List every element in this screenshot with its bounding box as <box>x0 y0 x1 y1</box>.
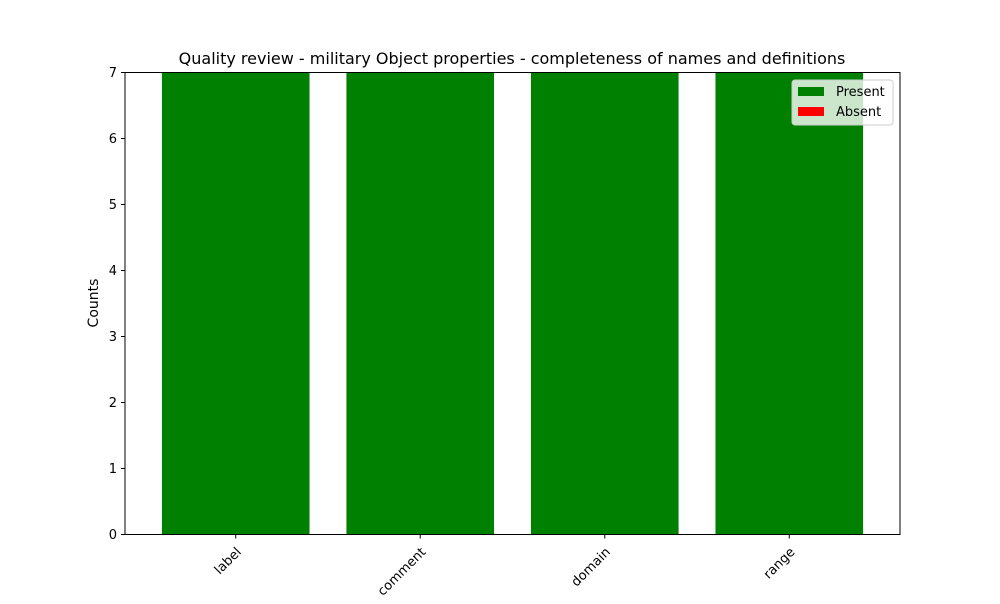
legend-swatch-present <box>798 87 824 96</box>
y-tick-label: 1 <box>109 462 117 477</box>
legend: Present Absent <box>791 79 894 126</box>
bar-present-label <box>161 72 310 535</box>
y-tick-label: 7 <box>109 66 117 81</box>
bars-group <box>161 72 864 535</box>
x-tick-label-domain: domain <box>569 545 614 590</box>
bar-present-domain <box>530 72 679 535</box>
y-tick-label: 6 <box>109 132 117 147</box>
chart-title: Quality review - military Object propert… <box>179 49 846 68</box>
bar-present-range <box>715 72 864 535</box>
bar-present-comment <box>346 72 495 535</box>
y-tick-label: 5 <box>109 198 117 213</box>
y-tick-label: 2 <box>109 396 117 411</box>
y-tick-label: 3 <box>109 330 117 345</box>
x-tick-label-comment: comment <box>375 545 429 599</box>
plot-frame <box>124 72 901 535</box>
y-axis-ticks: 0 1 2 3 4 5 6 7 <box>109 66 125 543</box>
legend-label-absent: Absent <box>836 105 881 120</box>
legend-swatch-absent <box>798 107 824 116</box>
legend-label-present: Present <box>836 85 885 100</box>
x-axis-ticks: label comment domain range <box>212 534 798 599</box>
x-tick-label-label: label <box>212 545 245 578</box>
y-axis-label: Counts <box>86 279 102 328</box>
x-tick-label-range: range <box>761 545 798 582</box>
y-tick-label: 4 <box>109 264 117 279</box>
y-tick-label: 0 <box>109 528 117 543</box>
